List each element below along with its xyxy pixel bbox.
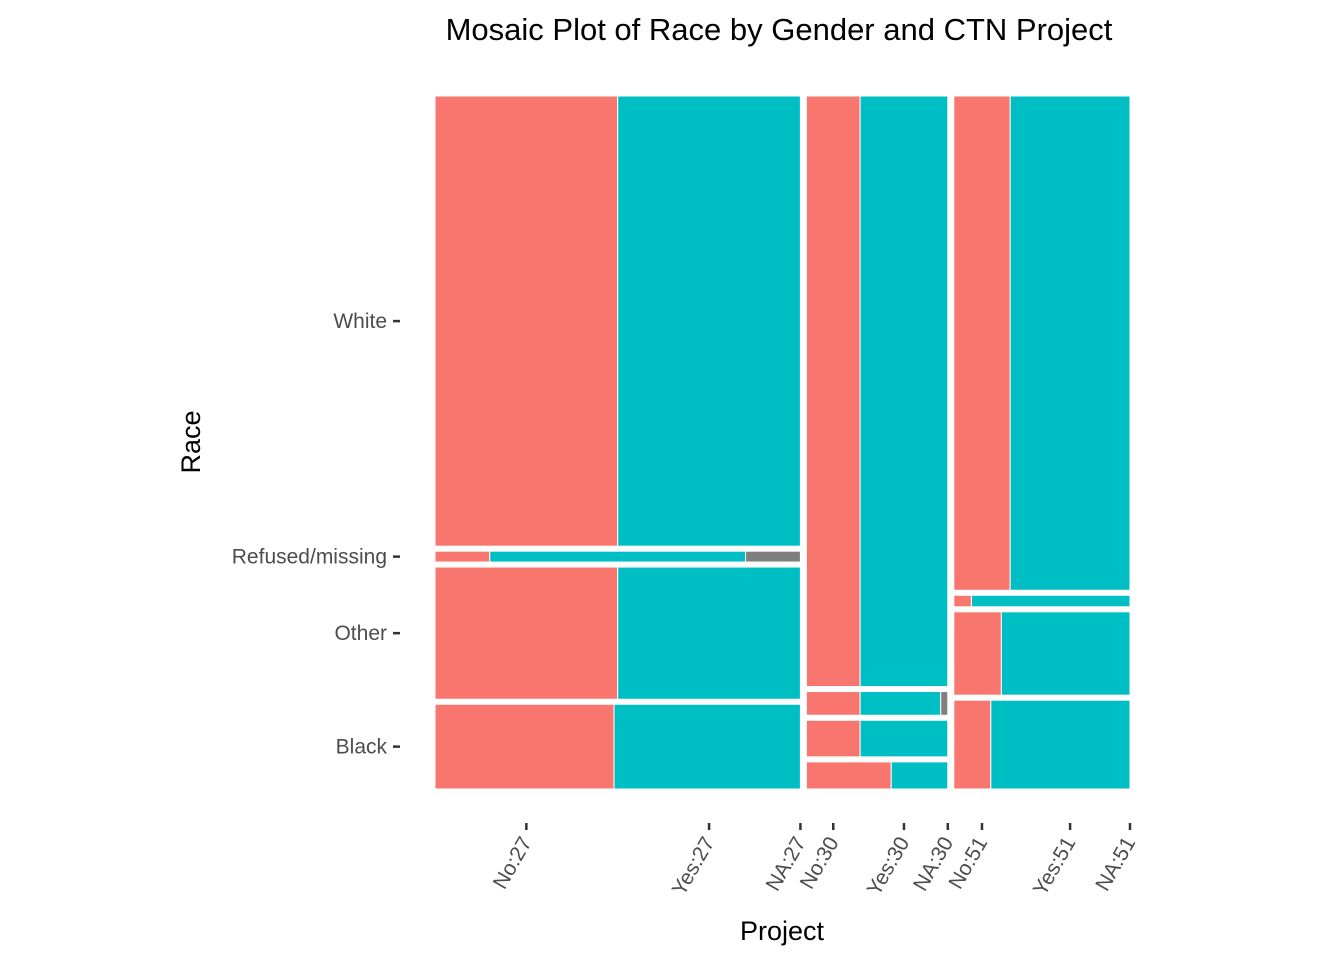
x-tick-label-no-27: No:27 (489, 833, 537, 893)
tile-30-other-male (805, 719, 861, 758)
tile-27-refused-missing-na (745, 550, 801, 563)
tile-30-refused-missing-male (805, 691, 861, 716)
tile-27-black-male (434, 703, 615, 790)
tile-30-white-male (805, 95, 861, 688)
tile-30-black-female (890, 761, 949, 790)
tile-27-refused-missing-female (489, 550, 747, 563)
tile-51-refused-missing-male (953, 594, 972, 608)
x-tick-label-yes-51: Yes:51 (1029, 833, 1081, 899)
y-tick-label-refused-missing: Refused/missing (232, 546, 387, 569)
tile-51-other-male (953, 611, 1002, 696)
tile-30-other-female (859, 719, 949, 758)
y-tick-label-black: Black (336, 736, 388, 759)
x-axis-title: Project (740, 916, 825, 946)
tile-27-black-female (613, 703, 801, 790)
tile-51-other-female (1000, 611, 1131, 696)
y-axis-title: Race (176, 410, 206, 473)
chart-title: Mosaic Plot of Race by Gender and CTN Pr… (446, 12, 1113, 47)
tile-27-refused-missing-male (434, 550, 491, 563)
y-tick-label-white: White (333, 310, 387, 333)
x-tick-label-na-51: NA:51 (1091, 833, 1140, 895)
tile-51-white-female (1009, 95, 1131, 591)
y-axis: White Refused/missing Other Black (232, 310, 400, 759)
tile-51-black-male (953, 699, 992, 790)
y-tick-label-other: Other (334, 622, 387, 645)
tile-27-white-female (617, 95, 801, 547)
tile-27-white-male (434, 95, 619, 547)
tile-30-refused-missing-female (859, 691, 942, 716)
tile-27-other-female (617, 566, 801, 700)
tile-27-other-male (434, 566, 619, 700)
tile-51-black-female (990, 699, 1131, 790)
tile-51-refused-missing-female (970, 594, 1131, 608)
x-tick-label-yes-27: Yes:27 (668, 833, 720, 899)
tile-30-black-male (805, 761, 892, 790)
tile-51-white-male (953, 95, 1011, 591)
tile-30-refused-missing-na (940, 691, 949, 716)
x-tick-label-yes-30: Yes:30 (863, 833, 915, 899)
tile-30-white-female (859, 95, 949, 688)
mosaic-tiles (434, 95, 1131, 790)
